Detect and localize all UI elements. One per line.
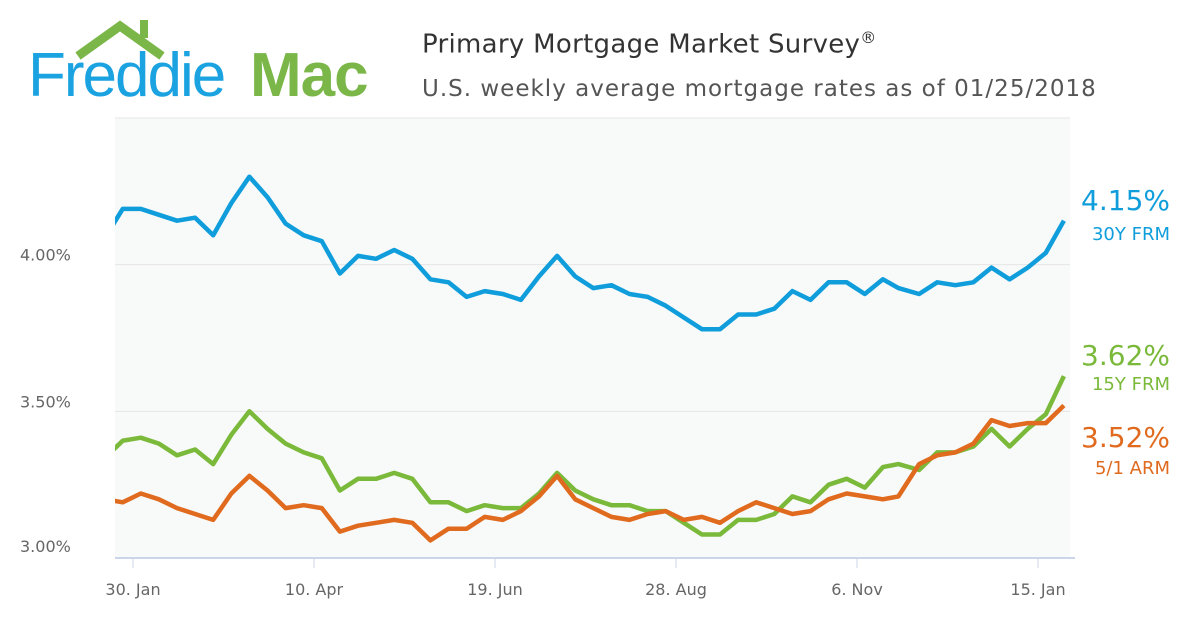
house-roof-icon <box>75 20 165 60</box>
x-tick-label: 15. Jan <box>1010 580 1065 599</box>
x-tick-label: 6. Nov <box>831 580 883 599</box>
series-name-label: 15Y FRM <box>1092 374 1170 395</box>
title-text: Primary Mortgage Market Survey <box>422 29 861 60</box>
series-name-label: 5/1 ARM <box>1095 458 1170 479</box>
y-tick-label: 3.50% <box>20 392 71 411</box>
series-last-value-label: 3.62% <box>1081 339 1170 372</box>
svg-text:Mac: Mac <box>250 41 368 108</box>
y-tick-label: 4.00% <box>20 246 71 265</box>
series-name-label: 30Y FRM <box>1092 224 1170 245</box>
registered-mark: ® <box>860 28 877 47</box>
x-tick-label: 10. Apr <box>285 580 344 599</box>
plot-background <box>115 118 1070 558</box>
series-last-value-label: 4.15% <box>1081 184 1170 217</box>
chart-subtitle: U.S. weekly average mortgage rates as of… <box>422 76 1097 102</box>
freddie-mac-logo: Freddie Mac <box>28 20 369 108</box>
x-tick-label: 19. Jun <box>467 580 523 599</box>
x-tick-label: 30. Jan <box>105 580 160 599</box>
series-line-5-1-arm <box>115 403 1066 543</box>
x-tick-label: 28. Aug <box>645 580 707 599</box>
y-tick-label: 3.00% <box>20 537 71 556</box>
chart-title: Primary Mortgage Market Survey® <box>422 28 877 60</box>
series-line-15y-frm <box>115 375 1066 537</box>
svg-text:Freddie: Freddie <box>28 41 224 108</box>
series-line-30y-frm <box>115 174 1066 332</box>
series-last-value-label: 3.52% <box>1081 421 1170 454</box>
